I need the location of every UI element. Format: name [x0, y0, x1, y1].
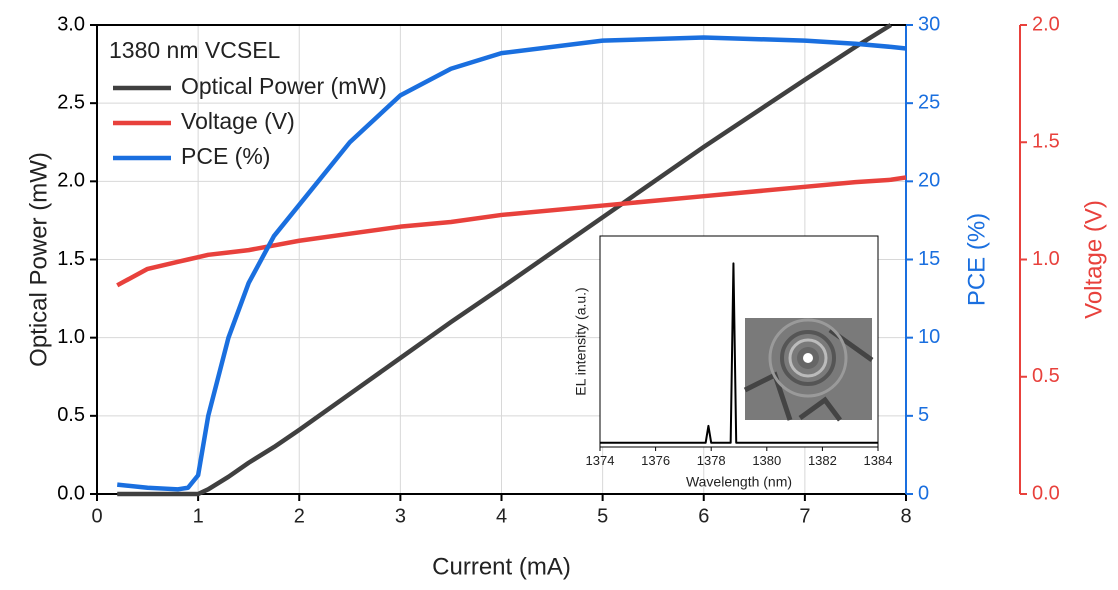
- y2-tick-label: 20: [918, 170, 940, 192]
- y3-tick-label: 0.5: [1032, 365, 1060, 387]
- y-tick-label: 0.5: [57, 404, 85, 426]
- legend-title: 1380 nm VCSEL: [109, 37, 281, 63]
- series-line: [600, 262, 878, 444]
- y2-tick-label: 25: [918, 91, 940, 113]
- y3-axis-label: Voltage (V): [1080, 200, 1107, 319]
- y-tick-label: 3.0: [57, 13, 85, 35]
- series-line: [116, 35, 907, 492]
- y2-tick-label: 5: [918, 404, 929, 426]
- x-axis-label: Wavelength (nm): [686, 474, 792, 490]
- x-tick-label: 7: [799, 505, 810, 527]
- y2-tick-label: 15: [918, 248, 940, 270]
- x-tick-label: 1380: [752, 453, 781, 468]
- y-tick-label: 1.0: [57, 326, 85, 348]
- y3-tick-label: 0.0: [1032, 482, 1060, 504]
- y2-tick-label: 10: [918, 326, 940, 348]
- series-line: [117, 23, 893, 497]
- y-tick-label: 1.5: [57, 248, 85, 270]
- y3-tick-label: 2.0: [1032, 13, 1060, 35]
- x-tick-label: 1384: [864, 453, 893, 468]
- y-axis-label: EL intensity (a.u.): [573, 287, 589, 395]
- x-tick-label: 1376: [641, 453, 670, 468]
- y2-tick-label: 30: [918, 13, 940, 35]
- x-tick-label: 1: [193, 505, 204, 527]
- micrograph: [743, 318, 874, 422]
- y-axis-label: Optical Power (mW): [25, 152, 52, 367]
- y-tick-label: 0.0: [57, 482, 85, 504]
- legend-label: Optical Power (mW): [181, 73, 387, 99]
- x-tick-label: 3: [395, 505, 406, 527]
- legend-label: Voltage (V): [181, 108, 295, 134]
- y3-tick-label: 1.5: [1032, 131, 1060, 153]
- y-tick-label: 2.0: [57, 170, 85, 192]
- y2-tick-label: 0: [918, 482, 929, 504]
- x-tick-label: 4: [496, 505, 507, 527]
- legend-label: PCE (%): [181, 143, 270, 169]
- series-line: [116, 175, 907, 288]
- y-tick-label: 2.5: [57, 91, 85, 113]
- x-tick-label: 8: [900, 505, 911, 527]
- y2-axis-label: PCE (%): [963, 213, 990, 306]
- y3-tick-label: 1.0: [1032, 248, 1060, 270]
- x-tick-label: 1374: [586, 453, 615, 468]
- x-tick-label: 6: [698, 505, 709, 527]
- x-axis-label: Current (mA): [432, 553, 571, 580]
- x-tick-label: 0: [91, 505, 102, 527]
- x-tick-label: 1378: [697, 453, 726, 468]
- x-tick-label: 1382: [808, 453, 837, 468]
- x-tick-label: 2: [294, 505, 305, 527]
- x-tick-label: 5: [597, 505, 608, 527]
